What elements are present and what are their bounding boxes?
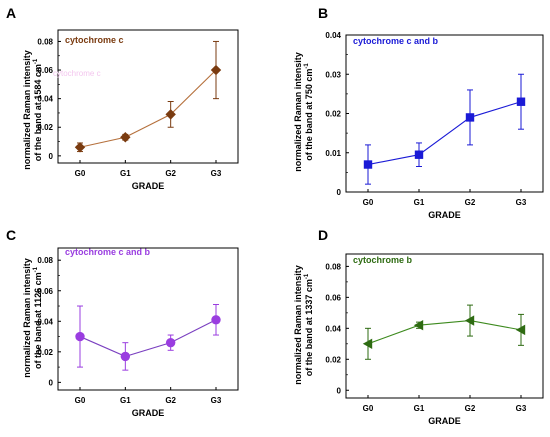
y-tick-label: 0.08 (325, 262, 341, 271)
x-tick-label: G2 (465, 198, 476, 207)
data-point (516, 97, 526, 106)
x-tick-label: G1 (414, 404, 425, 413)
y-tick-label: 0.08 (37, 256, 53, 265)
panel-letter: D (318, 227, 328, 243)
data-point (413, 320, 424, 331)
data-point (165, 109, 176, 120)
y-tick-label: 0 (337, 188, 342, 197)
panel-b: B 0 0.01 0.02 0.03 0.04 G0 G1 G2 G3 GRADE normalize… (293, 5, 544, 220)
y-axis-title-line1: normalized Raman intensity (22, 50, 32, 170)
y-tick-label: 0.01 (325, 149, 341, 158)
x-tick-label: G3 (211, 396, 222, 405)
series-line (79, 69, 217, 148)
x-tick-label: G0 (75, 169, 86, 178)
data-point (75, 331, 85, 342)
y-tick-label: 0.02 (37, 348, 53, 357)
x-tick-label: G0 (363, 198, 374, 207)
y-axis-title-line2: of the band at 750 cm (304, 69, 314, 161)
data-point (362, 338, 373, 350)
ghost-label: cytochrome c (53, 69, 101, 78)
y-tick-label: 0.04 (325, 31, 341, 40)
series-label: cytochrome c and b (353, 36, 439, 46)
x-tick-label: G2 (165, 396, 176, 405)
y-axis-title-line2: of the band at 1584 cm (33, 64, 43, 161)
plot-frame (57, 247, 239, 391)
y-axis-title: normalized Raman intensityof the band at… (22, 50, 43, 170)
series-line (367, 101, 522, 166)
panel-letter: C (6, 227, 16, 243)
series-label: cytochrome c (65, 35, 124, 45)
y-tick-label: 0.06 (37, 287, 53, 296)
x-tick-label: G1 (120, 169, 131, 178)
series-line (367, 320, 522, 345)
y-axis-title-superscript: -1 (33, 266, 39, 272)
y-axis-title-line1: normalized Raman intensity (293, 52, 303, 172)
y-tick-label: 0 (337, 386, 342, 395)
plot-frame (57, 29, 239, 164)
x-tick-label: G3 (211, 169, 222, 178)
x-axis-title: GRADE (428, 210, 461, 220)
data-point (74, 142, 86, 153)
y-axis-title: normalized Raman intensityof the band at… (22, 258, 43, 378)
data-point (210, 64, 222, 76)
y-axis-title-line2: of the band at 1337 cm (304, 279, 314, 376)
x-axis-title: GRADE (428, 416, 461, 426)
series-label: cytochrome c and b (65, 247, 151, 257)
data-point (464, 315, 475, 326)
data-point (515, 324, 526, 336)
y-axis-title: normalized Raman intensityof the band at… (293, 52, 314, 172)
x-tick-label: G2 (465, 404, 476, 413)
y-axis-title-superscript: -1 (304, 63, 310, 69)
x-tick-label: G3 (516, 404, 527, 413)
y-tick-label: 0.04 (325, 324, 341, 333)
panel-a: A 0 0.02 0.04 0.06 0.08 G0 G1 G2 G3 GRADE normalize… (6, 5, 239, 191)
data-point (465, 113, 475, 122)
plot-frame (345, 34, 544, 193)
data-point (414, 150, 424, 159)
y-tick-label: 0 (49, 152, 54, 161)
series-line (79, 319, 217, 357)
data-point (211, 315, 221, 325)
x-tick-label: G0 (75, 396, 86, 405)
panel-d: D 0 0.02 0.04 0.06 0.08 G0 G1 G2 G3 GRADE normalize… (293, 227, 544, 426)
x-tick-label: G1 (414, 198, 425, 207)
y-axis-title-superscript: -1 (33, 58, 39, 64)
y-axis-title: normalized Raman intensityof the band at… (293, 265, 314, 385)
y-axis-title-line2: of the band at 1126 cm (33, 272, 43, 369)
y-tick-label: 0.06 (325, 293, 341, 302)
y-tick-label: 0.02 (325, 355, 341, 364)
x-tick-label: G0 (363, 404, 374, 413)
panel-letter: B (318, 5, 328, 21)
y-tick-label: 0.08 (37, 37, 53, 46)
data-point (363, 160, 373, 169)
x-tick-label: G3 (516, 198, 527, 207)
y-tick-label: 0 (49, 378, 54, 387)
data-point (120, 132, 131, 143)
series-label: cytochrome b (353, 255, 413, 265)
x-axis-title: GRADE (132, 408, 165, 418)
y-axis-title-line1: normalized Raman intensity (22, 258, 32, 378)
y-axis-title-line1: normalized Raman intensity (293, 265, 303, 385)
data-point (120, 351, 131, 362)
y-tick-label: 0.04 (37, 95, 53, 104)
y-axis-title-superscript: -1 (304, 273, 310, 279)
y-tick-label: 0.02 (325, 110, 341, 119)
x-axis-title: GRADE (132, 181, 165, 191)
x-tick-label: G2 (165, 169, 176, 178)
y-tick-label: 0.04 (37, 317, 53, 326)
data-point (165, 337, 176, 348)
y-tick-label: 0.06 (37, 66, 53, 75)
y-tick-label: 0.03 (325, 70, 341, 79)
y-tick-label: 0.02 (37, 123, 53, 132)
panel-c: C 0 0.02 0.04 0.06 0.08 G0 G1 G2 G3 GRADE normalize… (6, 227, 239, 418)
plot-frame (345, 253, 544, 399)
x-tick-label: G1 (120, 396, 131, 405)
panel-letter: A (6, 5, 16, 21)
